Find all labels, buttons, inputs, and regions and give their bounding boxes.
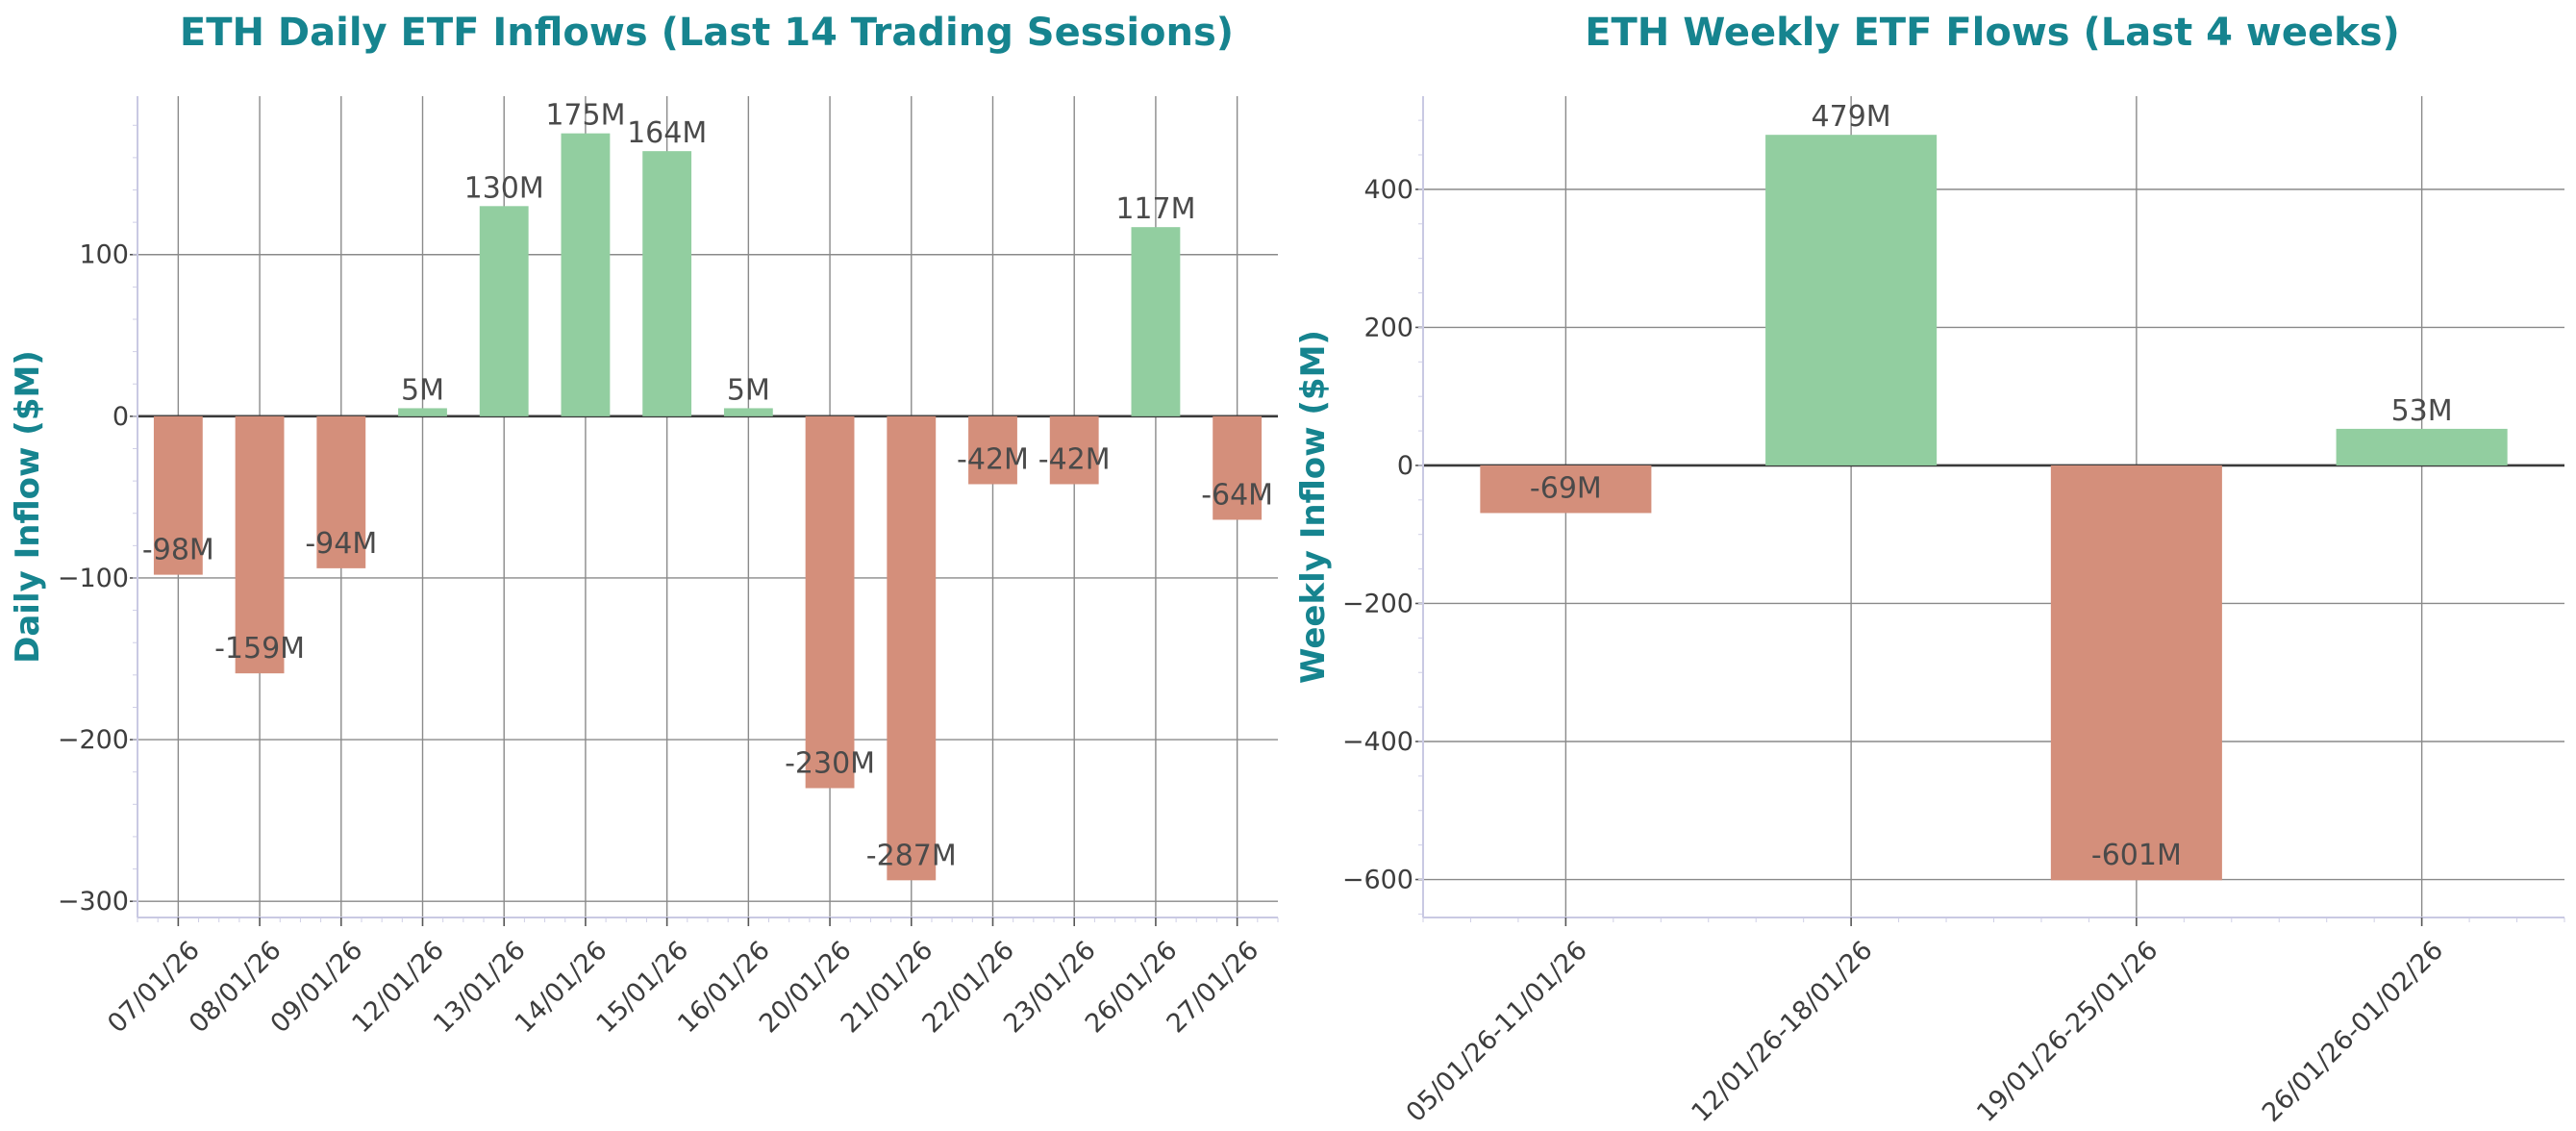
data-label: 164M: [627, 116, 707, 150]
data-label: -287M: [866, 839, 957, 872]
data-label: -230M: [785, 747, 875, 781]
bar-22-01-26: [968, 415, 1017, 485]
data-label: 175M: [545, 99, 625, 133]
data-label: -69M: [1530, 471, 1602, 505]
y-tick-label: 200: [1363, 313, 1413, 342]
data-label: -64M: [1201, 478, 1273, 512]
x-tick-label: 12/01/26-18/01/26: [1686, 936, 1878, 1128]
data-label: -601M: [2091, 839, 2182, 872]
data-label: -159M: [214, 632, 305, 666]
bar-21-01-26: [887, 415, 937, 881]
weekly-flows-chart: ETH Weekly ETF Flows (Last 4 weeks) Week…: [1294, 11, 2565, 1128]
bar-23-01-26: [1049, 415, 1099, 485]
data-label: -94M: [305, 527, 377, 561]
bar-13-01-26: [479, 206, 529, 416]
bar-14-01-26: [561, 133, 611, 416]
data-label: 130M: [464, 171, 544, 205]
y-tick-label: −200: [58, 725, 129, 755]
y-tick-label: 0: [113, 402, 129, 432]
bar-26-01-26-01-02-26: [2336, 428, 2508, 465]
bar-16-01-26: [723, 408, 773, 416]
daily-inflows-chart: ETH Daily ETF Inflows (Last 14 Trading S…: [9, 11, 1279, 1039]
daily-chart-title: ETH Daily ETF Inflows (Last 14 Trading S…: [180, 11, 1234, 55]
bar-05-01-26-11-01-26: [1480, 465, 1652, 514]
y-tick-label: −100: [58, 564, 129, 593]
y-tick-label: −300: [58, 887, 129, 917]
bar-27-01-26: [1213, 415, 1263, 520]
bar-08-01-26: [235, 415, 285, 674]
data-label: 5M: [401, 373, 444, 407]
daily-chart-y-axis-label: Daily Inflow ($M): [9, 350, 47, 664]
bar-09-01-26: [316, 415, 366, 568]
data-label: -98M: [142, 534, 214, 567]
x-tick-label: 26/01/26-01/02/26: [2257, 936, 2449, 1128]
bar-20-01-26: [805, 415, 855, 789]
bar-12-01-26-18-01-26: [1765, 135, 1938, 465]
data-label: -42M: [957, 442, 1029, 476]
y-tick-label: −600: [1342, 866, 1413, 895]
bar-07-01-26: [153, 415, 203, 575]
data-label: 479M: [1812, 100, 1891, 134]
y-tick-label: 0: [1397, 451, 1413, 481]
data-label: 53M: [2391, 394, 2453, 428]
y-tick-label: −400: [1342, 727, 1413, 757]
data-label: -42M: [1038, 442, 1111, 476]
data-label: 5M: [727, 373, 770, 407]
y-tick-label: 400: [1363, 175, 1413, 205]
bar-12-01-26: [398, 408, 447, 416]
bar-26-01-26: [1131, 227, 1181, 416]
weekly-chart-y-axis-label: Weekly Inflow ($M): [1294, 330, 1333, 684]
bar-15-01-26: [642, 151, 692, 416]
x-tick-label: 19/01/26-25/01/26: [1971, 936, 2163, 1128]
bar-19-01-26-25-01-26: [2050, 465, 2222, 881]
y-tick-label: −200: [1342, 589, 1413, 618]
x-tick-label: 05/01/26-11/01/26: [1401, 936, 1593, 1128]
y-tick-label: 100: [79, 240, 129, 270]
data-label: 117M: [1115, 192, 1195, 226]
weekly-chart-title: ETH Weekly ETF Flows (Last 4 weeks): [1585, 11, 2400, 55]
